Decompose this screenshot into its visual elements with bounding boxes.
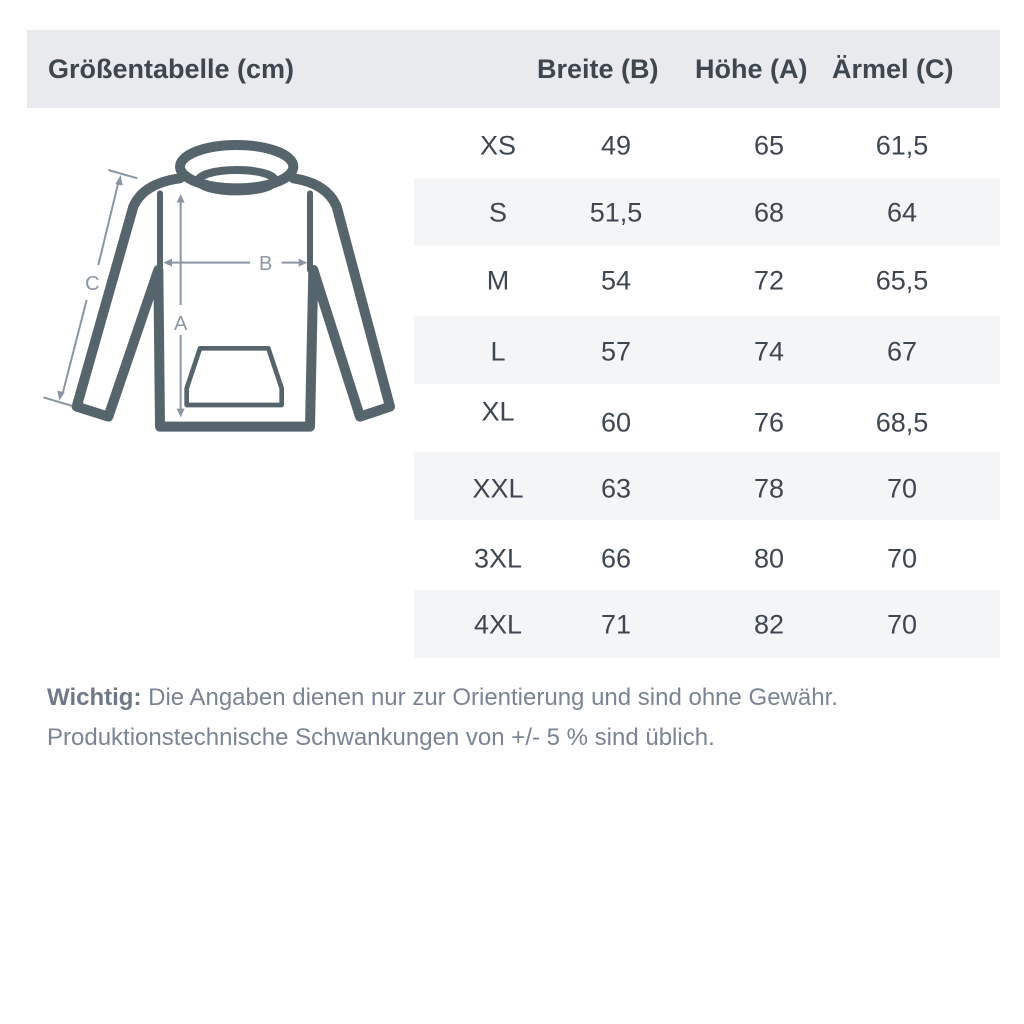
cell-size: 3XL <box>473 543 523 574</box>
cell-size: XS <box>479 130 517 161</box>
cell-breite: 63 <box>600 473 632 504</box>
column-header-breite: Breite (B) <box>537 54 659 84</box>
cell-breite: 57 <box>600 336 632 367</box>
cell-aermel: 70 <box>886 473 918 504</box>
measure-label-c: C <box>85 273 99 295</box>
cell-aermel: 65,5 <box>875 265 929 296</box>
cell-hoehe: 72 <box>753 265 785 296</box>
cell-hoehe: 74 <box>753 336 785 367</box>
note-line1: Die Angaben dienen nur zur Orientierung … <box>141 684 838 711</box>
note-bold: Wichtig: <box>47 684 142 711</box>
cell-breite: 51,5 <box>589 197 643 228</box>
cell-aermel: 70 <box>886 543 918 574</box>
cell-size: XXL <box>472 473 524 504</box>
cell-size: M <box>486 265 510 296</box>
row-stripe <box>414 452 1000 520</box>
cell-size: L <box>490 336 506 367</box>
cell-breite: 66 <box>600 543 632 574</box>
measure-label-b: B <box>259 253 272 275</box>
hoodie-icon: A B C <box>43 140 395 432</box>
column-header-hoehe: Höhe (A) <box>695 54 808 84</box>
cell-aermel: 64 <box>886 197 918 228</box>
table-header: Größentabelle (cm) Breite (B) Höhe (A) Ä… <box>27 30 1000 108</box>
note-line2: Produktionstechnische Schwankungen von +… <box>47 724 715 751</box>
cell-hoehe: 68 <box>753 197 785 228</box>
cell-size: S <box>488 197 508 228</box>
disclaimer-note: Wichtig: Die Angaben dienen nur zur Orie… <box>47 678 838 758</box>
page-title: Größentabelle (cm) <box>48 54 295 84</box>
row-stripe <box>414 178 1000 246</box>
cell-aermel: 70 <box>886 609 918 640</box>
measure-label-a: A <box>174 313 188 335</box>
cell-aermel: 68,5 <box>875 407 929 438</box>
cell-hoehe: 76 <box>753 407 785 438</box>
cell-hoehe: 82 <box>753 609 785 640</box>
cell-size: XL <box>481 396 515 427</box>
cell-breite: 49 <box>600 130 632 161</box>
cell-size: 4XL <box>473 609 523 640</box>
cell-hoehe: 65 <box>753 130 785 161</box>
cell-aermel: 61,5 <box>875 130 929 161</box>
column-header-aermel: Ärmel (C) <box>832 54 954 84</box>
row-stripe <box>414 316 1000 384</box>
cell-aermel: 67 <box>886 336 918 367</box>
cell-breite: 71 <box>600 609 632 640</box>
cell-hoehe: 78 <box>753 473 785 504</box>
row-stripe <box>414 590 1000 658</box>
cell-breite: 54 <box>600 265 632 296</box>
cell-hoehe: 80 <box>753 543 785 574</box>
cell-breite: 60 <box>600 407 632 438</box>
